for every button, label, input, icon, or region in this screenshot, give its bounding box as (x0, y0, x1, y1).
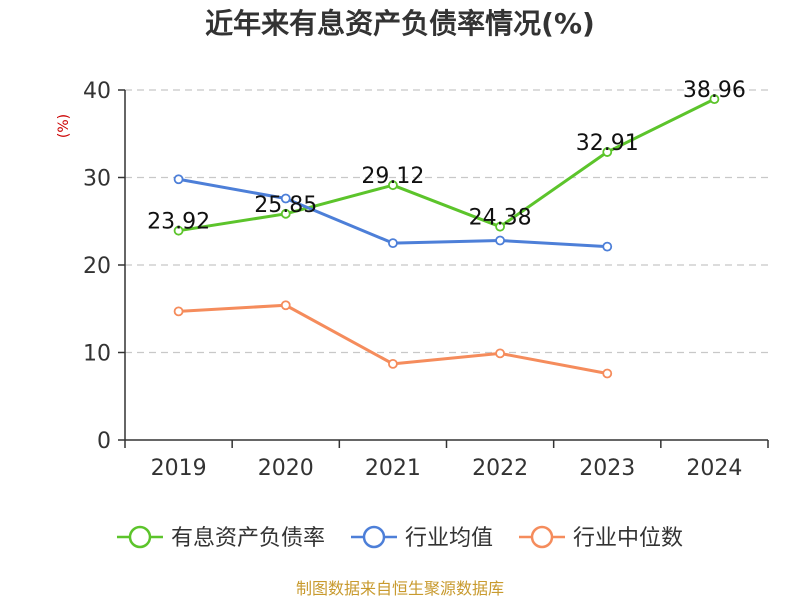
y-tick-label: 0 (97, 429, 111, 454)
data-label: 32.91 (576, 131, 639, 156)
legend-label: 行业中位数 (573, 526, 683, 551)
legend-label: 行业均值 (405, 526, 493, 551)
y-axis-label: (%) (56, 114, 72, 138)
data-point (280, 193, 291, 204)
y-tick-label: 30 (83, 167, 111, 192)
y-tick-label: 40 (83, 79, 111, 104)
x-tick-label: 2020 (258, 456, 314, 481)
x-tick-label: 2021 (365, 456, 421, 481)
data-label-layer: 23.92 25.85 29.12 24.38 32.91 38.96 (147, 78, 746, 235)
x-tick-label: 2023 (579, 456, 635, 481)
axis-layer: 0 10 20 30 40 2019 2020 2021 2022 2023 2024 (83, 79, 769, 481)
data-point (280, 300, 291, 311)
legend-label: 有息资产负债率 (171, 526, 325, 551)
series-layer (173, 94, 720, 379)
data-point (388, 358, 398, 369)
x-tick-label: 2019 (151, 456, 207, 481)
x-tick-label: 2024 (686, 456, 742, 481)
data-point (495, 221, 505, 232)
data-point (602, 368, 613, 379)
data-point (602, 241, 613, 252)
data-point (173, 174, 184, 185)
data-label: 23.92 (147, 210, 210, 235)
data-label: 25.85 (254, 193, 317, 218)
data-point (280, 208, 291, 219)
data-point (495, 235, 505, 246)
y-tick-label: 10 (83, 342, 111, 367)
y-tick-label: 20 (83, 254, 111, 279)
legend-marker (128, 525, 152, 549)
data-point (388, 180, 398, 191)
data-point (173, 306, 184, 317)
data-point (495, 348, 505, 359)
grid-layer (125, 89, 768, 354)
data-label: 24.38 (469, 206, 532, 231)
data-label: 38.96 (683, 78, 746, 103)
legend-marker (362, 525, 386, 549)
data-point (709, 94, 720, 104)
series-line-0 (178, 97, 716, 233)
chart-title: 近年来有息资产负债率情况(%) (205, 7, 595, 40)
x-tick-label: 2022 (472, 456, 528, 481)
source-note: 制图数据来自恒生聚源数据库 (296, 579, 504, 598)
legend: 有息资产负债率 行业均值 行业中位数 (116, 525, 683, 551)
data-point (388, 238, 398, 249)
legend-marker (530, 525, 554, 549)
data-point (173, 225, 184, 236)
data-label: 29.12 (361, 164, 424, 189)
data-point (602, 147, 613, 157)
